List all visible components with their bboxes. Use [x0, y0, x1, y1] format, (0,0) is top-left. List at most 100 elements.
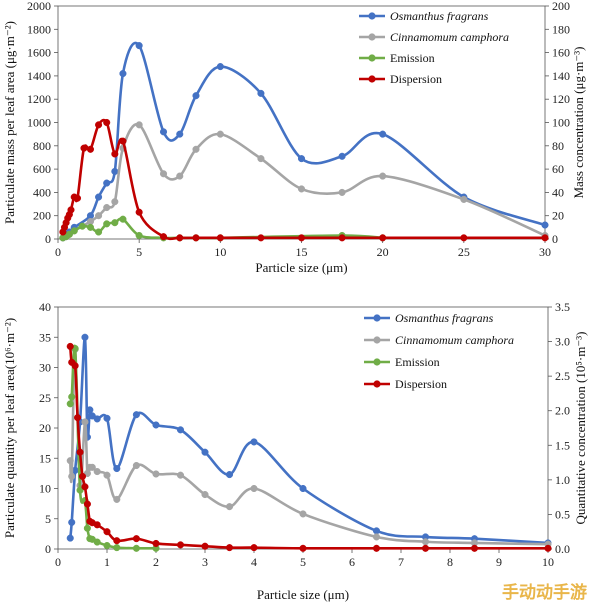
data-point: [257, 89, 265, 97]
data-point: [113, 544, 121, 552]
data-point: [111, 167, 119, 175]
y-tick-label: 40: [39, 300, 51, 314]
data-point: [297, 185, 306, 193]
legend-swatch-marker: [373, 380, 381, 388]
data-point: [68, 393, 76, 401]
data-point: [66, 400, 74, 408]
y-tick-label: 25: [39, 391, 51, 405]
data-point: [159, 128, 168, 136]
y-right-tick-label: 160: [552, 46, 570, 60]
data-point: [103, 528, 111, 536]
data-point: [81, 333, 89, 341]
data-point: [225, 503, 234, 511]
data-point: [379, 130, 387, 138]
data-point: [74, 414, 82, 422]
data-point: [132, 411, 140, 419]
data-point: [225, 544, 234, 552]
data-point: [81, 483, 89, 491]
series-cinnamomum-camphora: [59, 121, 549, 242]
x-axis-title: Particle size (μm): [255, 260, 347, 275]
x-axis-title: Particle size (μm): [257, 587, 349, 602]
y-right-tick-label: 1.5: [555, 438, 570, 452]
data-point: [257, 234, 265, 242]
data-point: [103, 118, 111, 127]
data-point: [132, 544, 140, 552]
data-point: [470, 544, 479, 552]
data-point: [95, 193, 103, 201]
y-tick-label: 30: [39, 361, 51, 375]
data-point: [297, 155, 306, 163]
data-point: [71, 362, 79, 370]
y-right-tick-label: 40: [552, 185, 564, 199]
y-right-tick-label: 20: [552, 209, 564, 223]
data-point: [372, 544, 381, 552]
y-tick-label: 10: [39, 482, 51, 496]
data-point: [81, 418, 89, 426]
legend-swatch-marker: [368, 33, 376, 41]
y-tick-label: 1800: [27, 22, 51, 36]
legend-label: Emission: [390, 51, 435, 65]
y-tick-label: 35: [39, 330, 51, 344]
y-right-tick-label: 200: [552, 0, 570, 13]
data-point: [68, 472, 76, 480]
data-point: [152, 470, 160, 478]
data-point: [103, 541, 111, 550]
data-point: [176, 130, 184, 138]
data-point: [192, 145, 200, 153]
y-tick-label: 400: [33, 185, 51, 199]
y-right-tick-label: 2.0: [555, 404, 570, 418]
y-tick-label: 2000: [27, 0, 51, 13]
series-osmanthus-fragrans: [66, 333, 552, 547]
y-tick-label: 0: [45, 232, 51, 246]
data-point: [113, 464, 121, 473]
series-dispersion: [59, 118, 549, 242]
y-right-tick-label: 100: [552, 116, 570, 130]
series-line: [68, 346, 548, 550]
data-point: [159, 170, 168, 178]
y-tick-label: 15: [39, 451, 51, 465]
data-point: [78, 222, 86, 230]
data-point: [297, 234, 306, 242]
data-point: [93, 468, 101, 476]
data-point: [66, 342, 74, 350]
data-point: [119, 70, 127, 78]
data-point: [76, 486, 84, 494]
x-tick-label: 8: [447, 555, 453, 569]
y-right-tick-label: 3.5: [555, 300, 570, 314]
data-point: [201, 542, 209, 550]
y-right-tick-label: 3.0: [555, 335, 570, 349]
legend-swatch-marker: [368, 75, 376, 83]
data-point: [250, 544, 258, 552]
data-point: [88, 463, 96, 471]
data-point: [119, 215, 127, 223]
y-right-tick-label: 0.5: [555, 507, 570, 521]
x-tick-label: 0: [55, 555, 61, 569]
y-right-tick-label: 0: [552, 232, 558, 246]
x-tick-label: 7: [398, 555, 404, 569]
data-point: [250, 484, 258, 493]
data-point: [176, 426, 185, 434]
legend-swatch-marker: [368, 54, 376, 62]
series-line: [68, 348, 549, 546]
data-point: [103, 179, 111, 187]
data-point: [93, 538, 101, 546]
data-point: [66, 534, 74, 542]
chart-2: 0 1 2 3 4 5 6 7 8 9 10 0 5 10 15 20 25 30 35 40 0.0 0.5 1.0 1.5…: [2, 300, 588, 602]
y-right-tick-label: 140: [552, 69, 570, 83]
x-tick-label: 0: [55, 245, 61, 259]
x-tick-label: 4: [251, 555, 257, 569]
x-tick-label: 25: [458, 245, 470, 259]
y-tick-label: 0: [45, 542, 51, 556]
x-tick-label: 6: [349, 555, 355, 569]
y-axis-title: Particulate quantity per leaf area(10⁶·m…: [2, 318, 17, 538]
series-line: [62, 122, 546, 240]
data-point: [66, 457, 74, 465]
y-axis-title: Particulate mass per leaf area (μg·m⁻²): [2, 21, 17, 224]
data-point: [460, 234, 468, 242]
y-tick-label: 1200: [27, 92, 51, 106]
data-point: [76, 448, 84, 456]
x-tick-label: 2: [153, 555, 159, 569]
x-tick-label: 9: [496, 555, 502, 569]
data-point: [135, 231, 143, 240]
data-point: [216, 63, 224, 71]
